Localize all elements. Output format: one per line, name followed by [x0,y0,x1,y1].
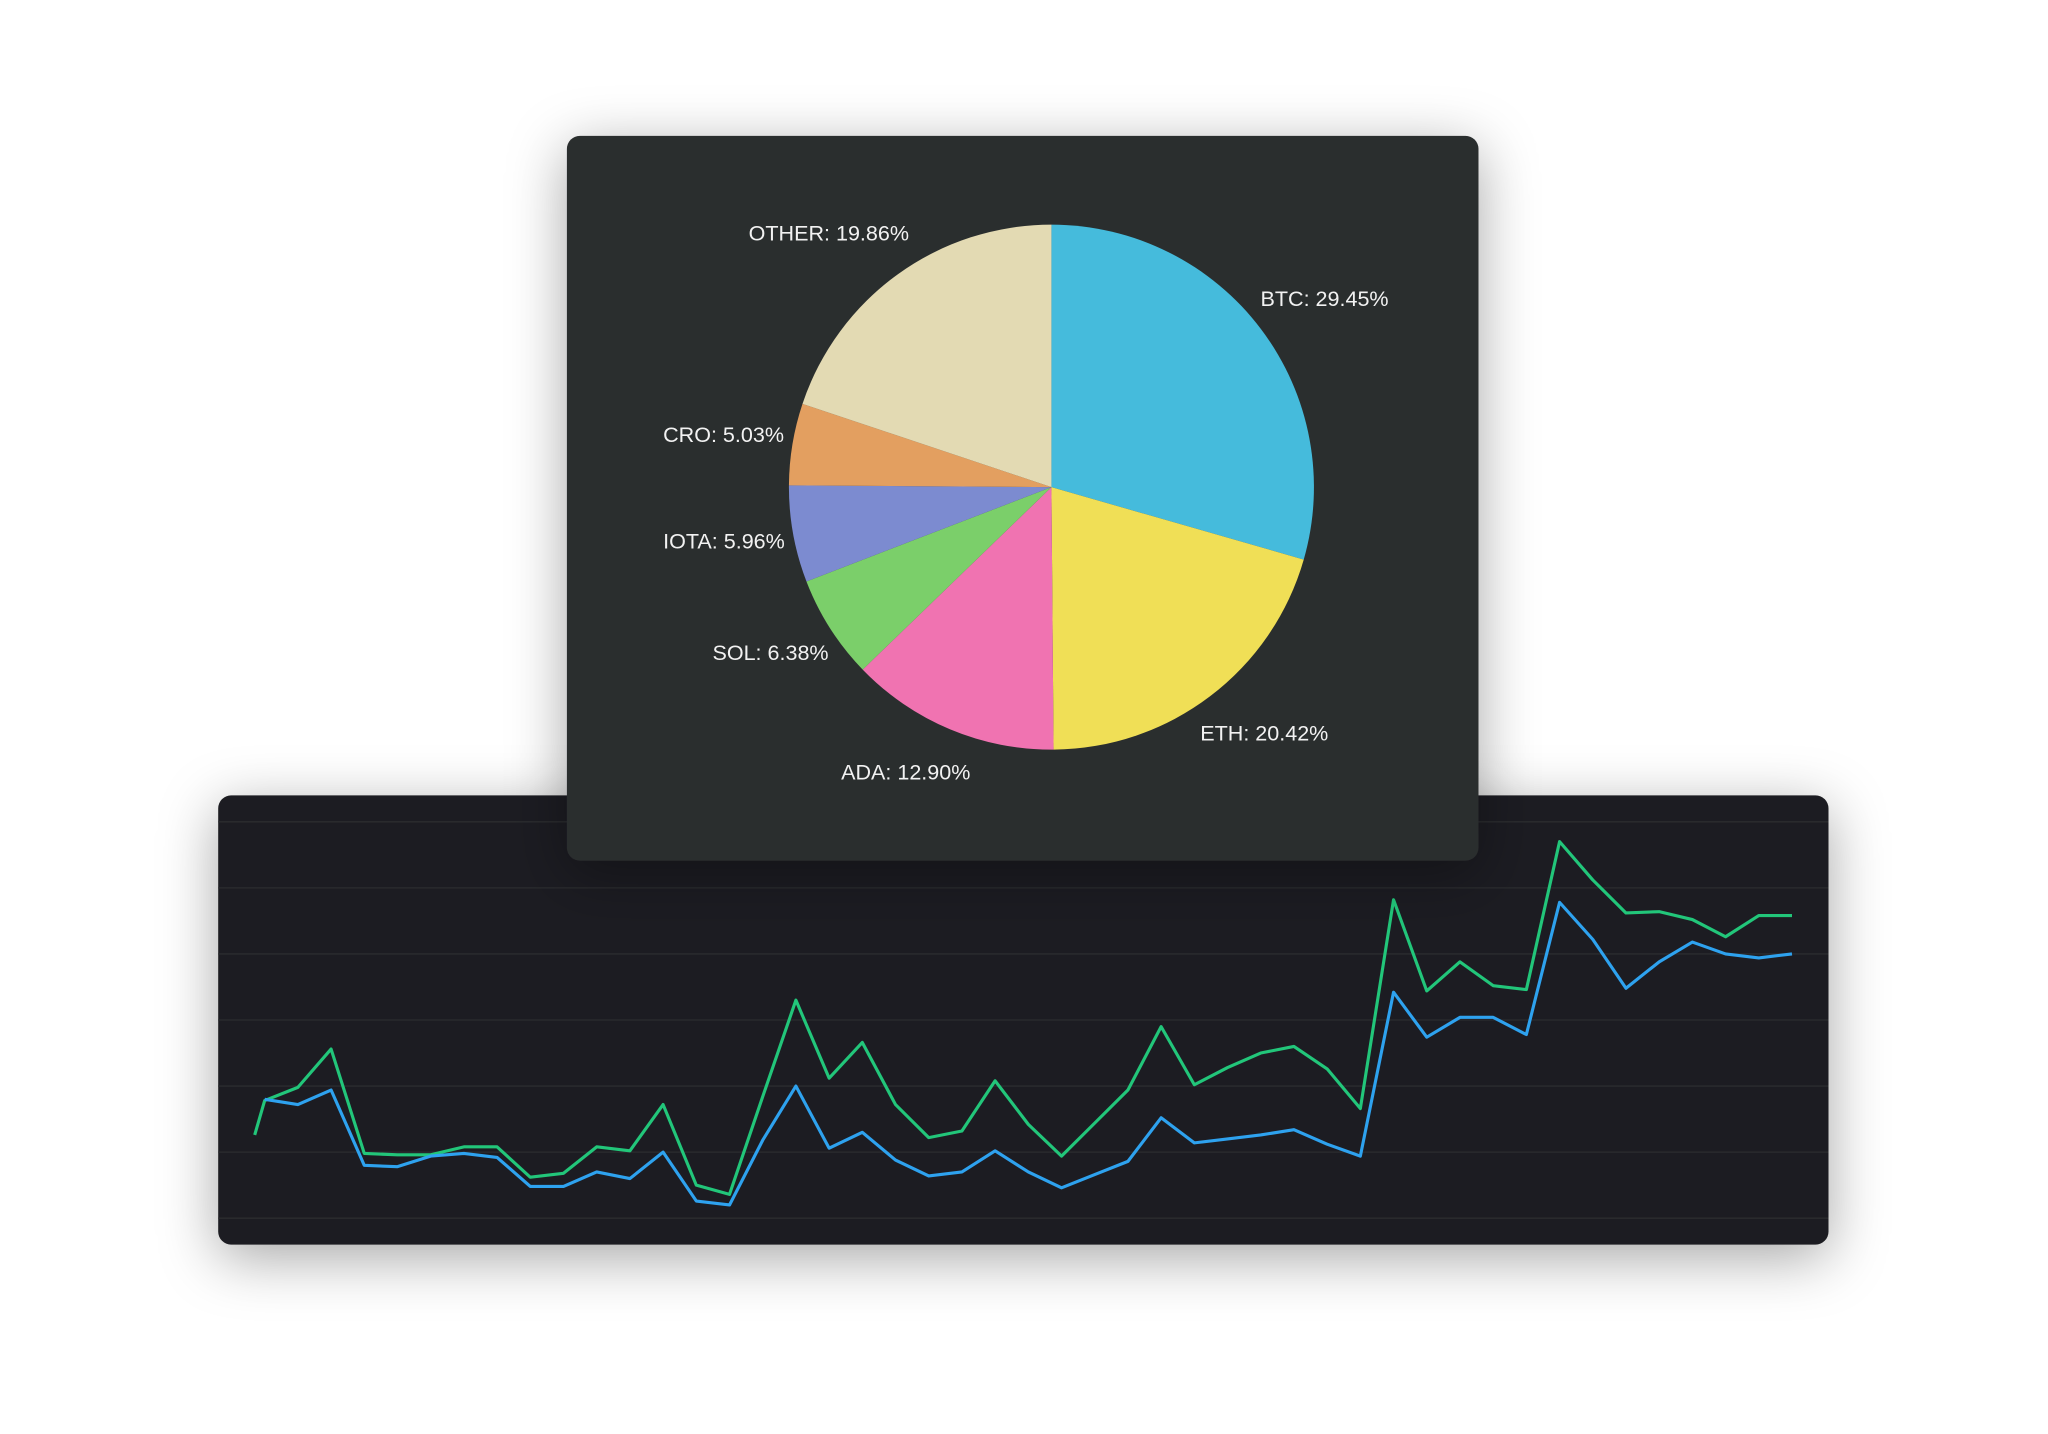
series-line [253,840,1792,1196]
slice-label: ADA: 12.90% [841,760,970,784]
pie-slice [862,487,1054,750]
pie-slice [806,487,1052,670]
slice-label: BTC: 29.45% [1261,287,1389,311]
line-chart [218,821,1829,1219]
slice-label: OTHER: 19.86% [749,222,909,246]
pie-slice [788,485,1052,582]
series-line [264,900,1793,1207]
pie-slice [1051,224,1314,560]
slice-label: ETH: 20.42% [1200,721,1328,745]
pie-chart: BTC: 29.45% ETH: 20.42% ADA: 12.90% SOL: 6.… [663,222,1388,785]
pie-slice [1051,487,1304,750]
slice-label: CRO: 5.03% [663,423,784,447]
pie-slice [788,403,1052,488]
slice-label: SOL: 6.38% [712,641,828,665]
slice-label: IOTA: 5.96% [663,530,785,554]
pie-slice [802,224,1052,488]
